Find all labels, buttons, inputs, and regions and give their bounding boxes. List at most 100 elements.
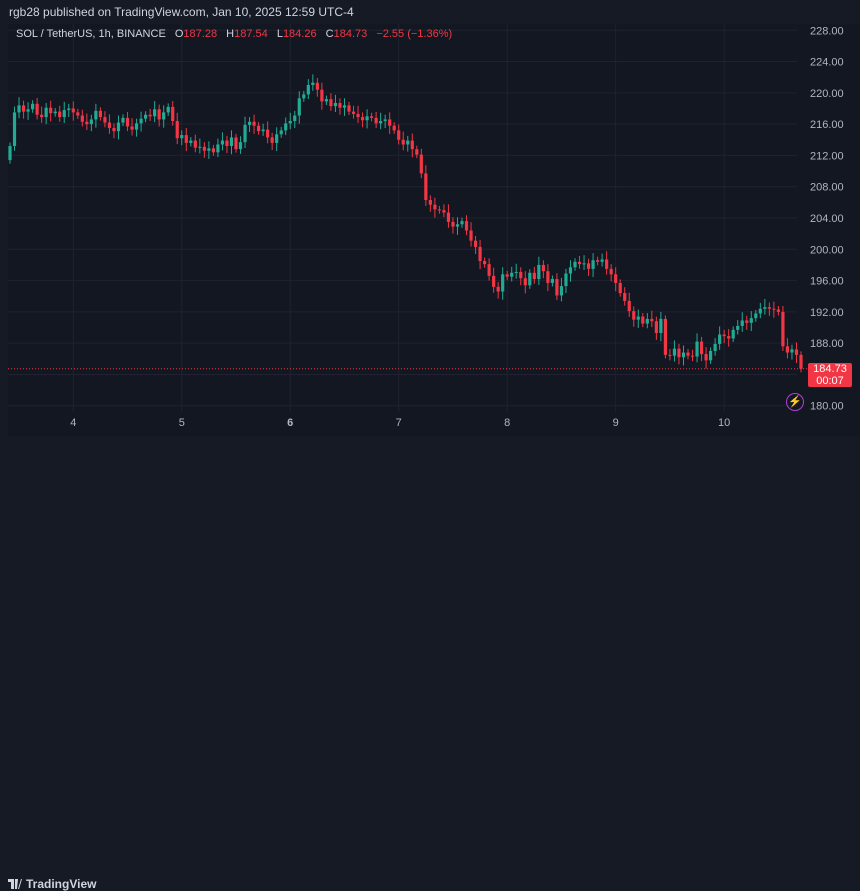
y-tick-label: 228.00: [810, 25, 844, 37]
candle-body: [473, 240, 478, 247]
candle-body: [225, 140, 229, 147]
candle-body: [211, 148, 215, 153]
candle-body: [270, 137, 274, 143]
y-tick-label: 220.00: [810, 88, 844, 100]
legend-low-value: 184.26: [282, 28, 317, 40]
candle-body: [175, 121, 179, 139]
candle-body: [745, 320, 749, 323]
candle-body: [568, 267, 573, 274]
candle-body: [94, 110, 98, 120]
y-tick-label: 188.00: [810, 338, 844, 350]
candle-body: [433, 204, 437, 210]
candle-body: [469, 230, 473, 241]
candle-body: [31, 103, 35, 110]
candle-body: [446, 212, 451, 222]
header-bar: rgb28 published on TradingView.com, Jan …: [0, 0, 860, 24]
candle-body: [672, 348, 677, 356]
candle-body: [695, 341, 699, 357]
candle-body: [49, 107, 53, 114]
candle-body: [586, 263, 591, 269]
candle-body: [442, 210, 446, 213]
candle-body: [44, 107, 48, 118]
candle-body: [26, 109, 30, 112]
candle-body: [12, 112, 17, 147]
candle-body: [379, 121, 383, 124]
candle-body: [609, 268, 613, 275]
candle-body: [202, 146, 206, 151]
candle-body: [591, 260, 595, 269]
candle-body: [76, 112, 80, 116]
candle-body: [329, 99, 333, 107]
candle-body: [537, 264, 541, 280]
candle-body: [492, 275, 496, 287]
candle-body: [645, 318, 649, 324]
candle-body: [180, 135, 184, 139]
candle-body: [749, 318, 753, 323]
candle-body: [247, 121, 252, 125]
tradingview-logo-icon: [8, 879, 22, 889]
candle-body: [53, 111, 57, 114]
lightning-icon[interactable]: ⚡: [786, 393, 804, 411]
published-by-text: rgb28 published on TradingView.com, Jan …: [9, 5, 354, 19]
candle-body: [501, 274, 505, 292]
candlestick-chart[interactable]: 228.00 224.00 220.00 216.00 212.00 208.00 204.…: [0, 0, 860, 436]
candle-body: [397, 130, 401, 140]
candle-body: [514, 271, 518, 273]
last-price-badge: 184.73 00:07: [808, 363, 852, 387]
candle-body: [690, 355, 695, 357]
candle-body: [781, 311, 785, 347]
candle-body: [659, 318, 663, 333]
candle-body: [523, 278, 527, 286]
candle-body: [614, 274, 618, 283]
candle-body: [600, 259, 604, 262]
candle-body: [388, 119, 392, 126]
candle-body: [713, 343, 717, 351]
legend-high-value: 187.54: [234, 28, 268, 40]
candle-body: [261, 129, 265, 132]
candle-body: [627, 300, 631, 312]
candle-body: [483, 261, 487, 265]
tradingview-logo: TradingView: [8, 877, 96, 891]
candle-body: [437, 209, 441, 211]
candle-body: [546, 271, 550, 283]
candle-body: [510, 272, 514, 277]
candle-body: [383, 119, 387, 121]
candle-body: [650, 318, 654, 322]
candle-body: [89, 119, 93, 125]
candle-body: [428, 200, 432, 205]
candle-body: [103, 117, 107, 123]
candle-body: [98, 110, 102, 118]
legend-open-label: O: [174, 28, 184, 40]
candle-body: [776, 309, 780, 312]
legend-high-label: H: [226, 28, 235, 40]
candle-body: [718, 334, 722, 344]
footer-bar: TradingView: [0, 436, 860, 891]
candle-body: [288, 121, 292, 124]
candle-body: [85, 121, 89, 125]
y-tick-label: 204.00: [810, 213, 844, 225]
candle-body: [401, 139, 405, 145]
candle-body: [266, 129, 270, 138]
candle-body: [641, 316, 645, 324]
candle-body: [487, 264, 491, 276]
candle-body: [668, 354, 672, 356]
x-tick-label: 8: [504, 417, 510, 429]
candle-body: [451, 221, 455, 227]
candle-body: [252, 121, 256, 126]
candle-body: [541, 264, 545, 272]
candle-body: [392, 125, 396, 131]
candle-body: [333, 103, 338, 107]
candle-body: [130, 126, 134, 130]
candle-body: [347, 105, 351, 112]
candle-body: [496, 286, 500, 292]
candle-body: [162, 112, 166, 120]
candle-body: [555, 279, 559, 296]
candle-body: [654, 321, 658, 333]
y-tick-label: 224.00: [810, 57, 844, 69]
candle-body: [754, 313, 758, 319]
candle-body: [297, 98, 301, 116]
candle-body: [134, 123, 139, 130]
candle-body: [618, 282, 622, 294]
legend-symbol: SOL / TetherUS, 1h, BINANCE: [16, 28, 166, 40]
y-tick-label: 212.00: [810, 150, 844, 162]
